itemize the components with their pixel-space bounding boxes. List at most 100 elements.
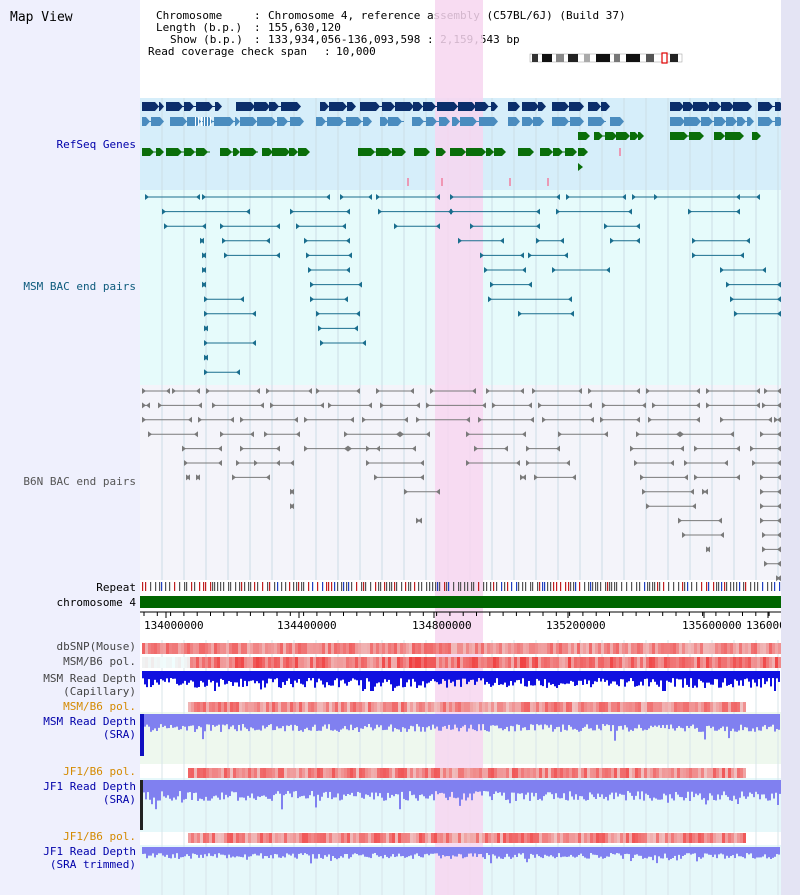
pol-cell (575, 768, 578, 778)
depth-bar-jf1-sra (489, 780, 491, 797)
gene-gap (210, 117, 211, 126)
depth-bar-msm-sra (622, 714, 624, 730)
pol-cell (322, 643, 325, 654)
msm-bac-pair-end (196, 194, 200, 200)
repeat-element (525, 582, 527, 591)
repeat-element (532, 582, 534, 591)
msm-bac-pair-end (536, 208, 540, 215)
depth-bar-msm-sra (280, 714, 282, 729)
depth-bar-msm-sra (636, 714, 638, 729)
track-label-chromosome: chromosome 4 (56, 596, 136, 609)
repeat-element (654, 582, 656, 591)
b6n-bac-pair-end (416, 402, 420, 409)
pol-cell (566, 833, 569, 843)
pol-cell (451, 657, 454, 668)
gene-exon (709, 102, 717, 111)
repeat-element (346, 582, 348, 591)
chromosome-ideogram[interactable] (528, 52, 688, 64)
depth-bar-capillary (342, 671, 344, 680)
gene-arrow (160, 102, 164, 111)
depth-bar-msm-sra (452, 714, 454, 730)
track-label-msm-bac[interactable]: MSM BAC end pairs (23, 280, 136, 293)
gene-arrow (272, 117, 276, 126)
pol-cell (368, 768, 371, 778)
gene-arrow (446, 117, 450, 126)
depth-bar-jf1-sra (595, 780, 597, 800)
depth-bar-msm-sra (774, 714, 776, 732)
pol-cell (334, 643, 337, 654)
depth-bar-msm-sra (272, 714, 274, 731)
depth-bar-capillary (618, 671, 620, 687)
pol-cell (655, 657, 658, 668)
pol-cell (280, 657, 283, 668)
msm-bac-pair-end (204, 310, 208, 317)
pol-cell (313, 643, 316, 654)
pol-cell (580, 657, 583, 668)
pol-cell (205, 657, 208, 668)
depth-bar-jf1-sra (721, 780, 723, 796)
depth-bar-jf1-trim (710, 847, 712, 855)
depth-bar-jf1-sra (313, 780, 315, 797)
depth-bar-capillary (220, 671, 222, 679)
pol-cell (685, 643, 688, 654)
b6n-bac-pair-end (410, 388, 414, 394)
repeat-element (467, 582, 469, 591)
gene-arrow (420, 117, 424, 126)
depth-bar-capillary (296, 671, 298, 683)
depth-bar-jf1-trim (162, 847, 164, 856)
depth-bar-jf1-sra (585, 780, 587, 801)
depth-bar-jf1-trim (560, 847, 562, 858)
pol-cell (398, 702, 401, 712)
msm-bac-pair-end (394, 223, 398, 230)
b6n-bac-pair-end (308, 388, 312, 394)
pol-cell (274, 643, 277, 654)
left-label-panel (0, 0, 140, 895)
track-label-b6n-bac[interactable]: B6N BAC end pairs (23, 475, 136, 488)
pol-cell (695, 833, 698, 843)
gene-exon (578, 132, 586, 140)
depth-bar-msm-sra (494, 714, 496, 726)
b6n-bac-pair-end (730, 431, 734, 438)
depth-bar-msm-sra (442, 714, 444, 727)
track-label-refseq[interactable]: RefSeq Genes (56, 138, 136, 151)
b6n-bac-pair-end (320, 402, 324, 409)
genome-browser-canvas[interactable]: 134000000 134400000 134800000 135200000 1356… (140, 0, 781, 895)
depth-bar-jf1-sra (191, 780, 193, 800)
pol-cell (703, 657, 706, 668)
gene-exon (262, 148, 269, 156)
depth-bar-jf1-sra (567, 780, 569, 801)
depth-bar-capillary (398, 671, 400, 686)
depth-bar-capillary (566, 671, 568, 684)
pol-cell (389, 702, 392, 712)
b6n-bac-pair-end (720, 532, 724, 538)
pol-cell (233, 833, 236, 843)
repeat-element (331, 582, 333, 591)
depth-bar-jf1-sra (605, 780, 607, 797)
depth-bar-jf1-trim (412, 847, 414, 859)
depth-bar-msm-sra (228, 714, 230, 730)
msm-bac-track[interactable] (145, 194, 781, 376)
repeat-element (575, 582, 577, 591)
b6n-bac-track[interactable] (142, 388, 781, 582)
depth-bar-jf1-trim (344, 847, 346, 855)
pol-cell (574, 643, 577, 654)
pol-cell (584, 768, 587, 778)
refseq-track[interactable] (142, 102, 781, 186)
depth-bar-msm-sra (176, 714, 178, 727)
depth-bar-jf1-sra (607, 780, 609, 801)
depth-bar-msm-sra (222, 714, 224, 725)
depth-bar-jf1-trim (778, 847, 780, 855)
pol-cell (457, 657, 460, 668)
depth-bar-msm-sra (694, 714, 696, 729)
repeat-element (754, 582, 756, 591)
gene-gap (204, 117, 205, 126)
depth-bar-jf1-sra (575, 780, 577, 795)
b6n-bac-pair-end (760, 517, 764, 524)
depth-bar-capillary (302, 671, 304, 685)
depth-bar-jf1-trim (238, 847, 240, 857)
depth-bar-msm-sra (302, 714, 304, 732)
pol-cell (409, 643, 412, 654)
pol-cell (236, 768, 239, 778)
pol-cell (719, 702, 722, 712)
pol-cell (485, 702, 488, 712)
